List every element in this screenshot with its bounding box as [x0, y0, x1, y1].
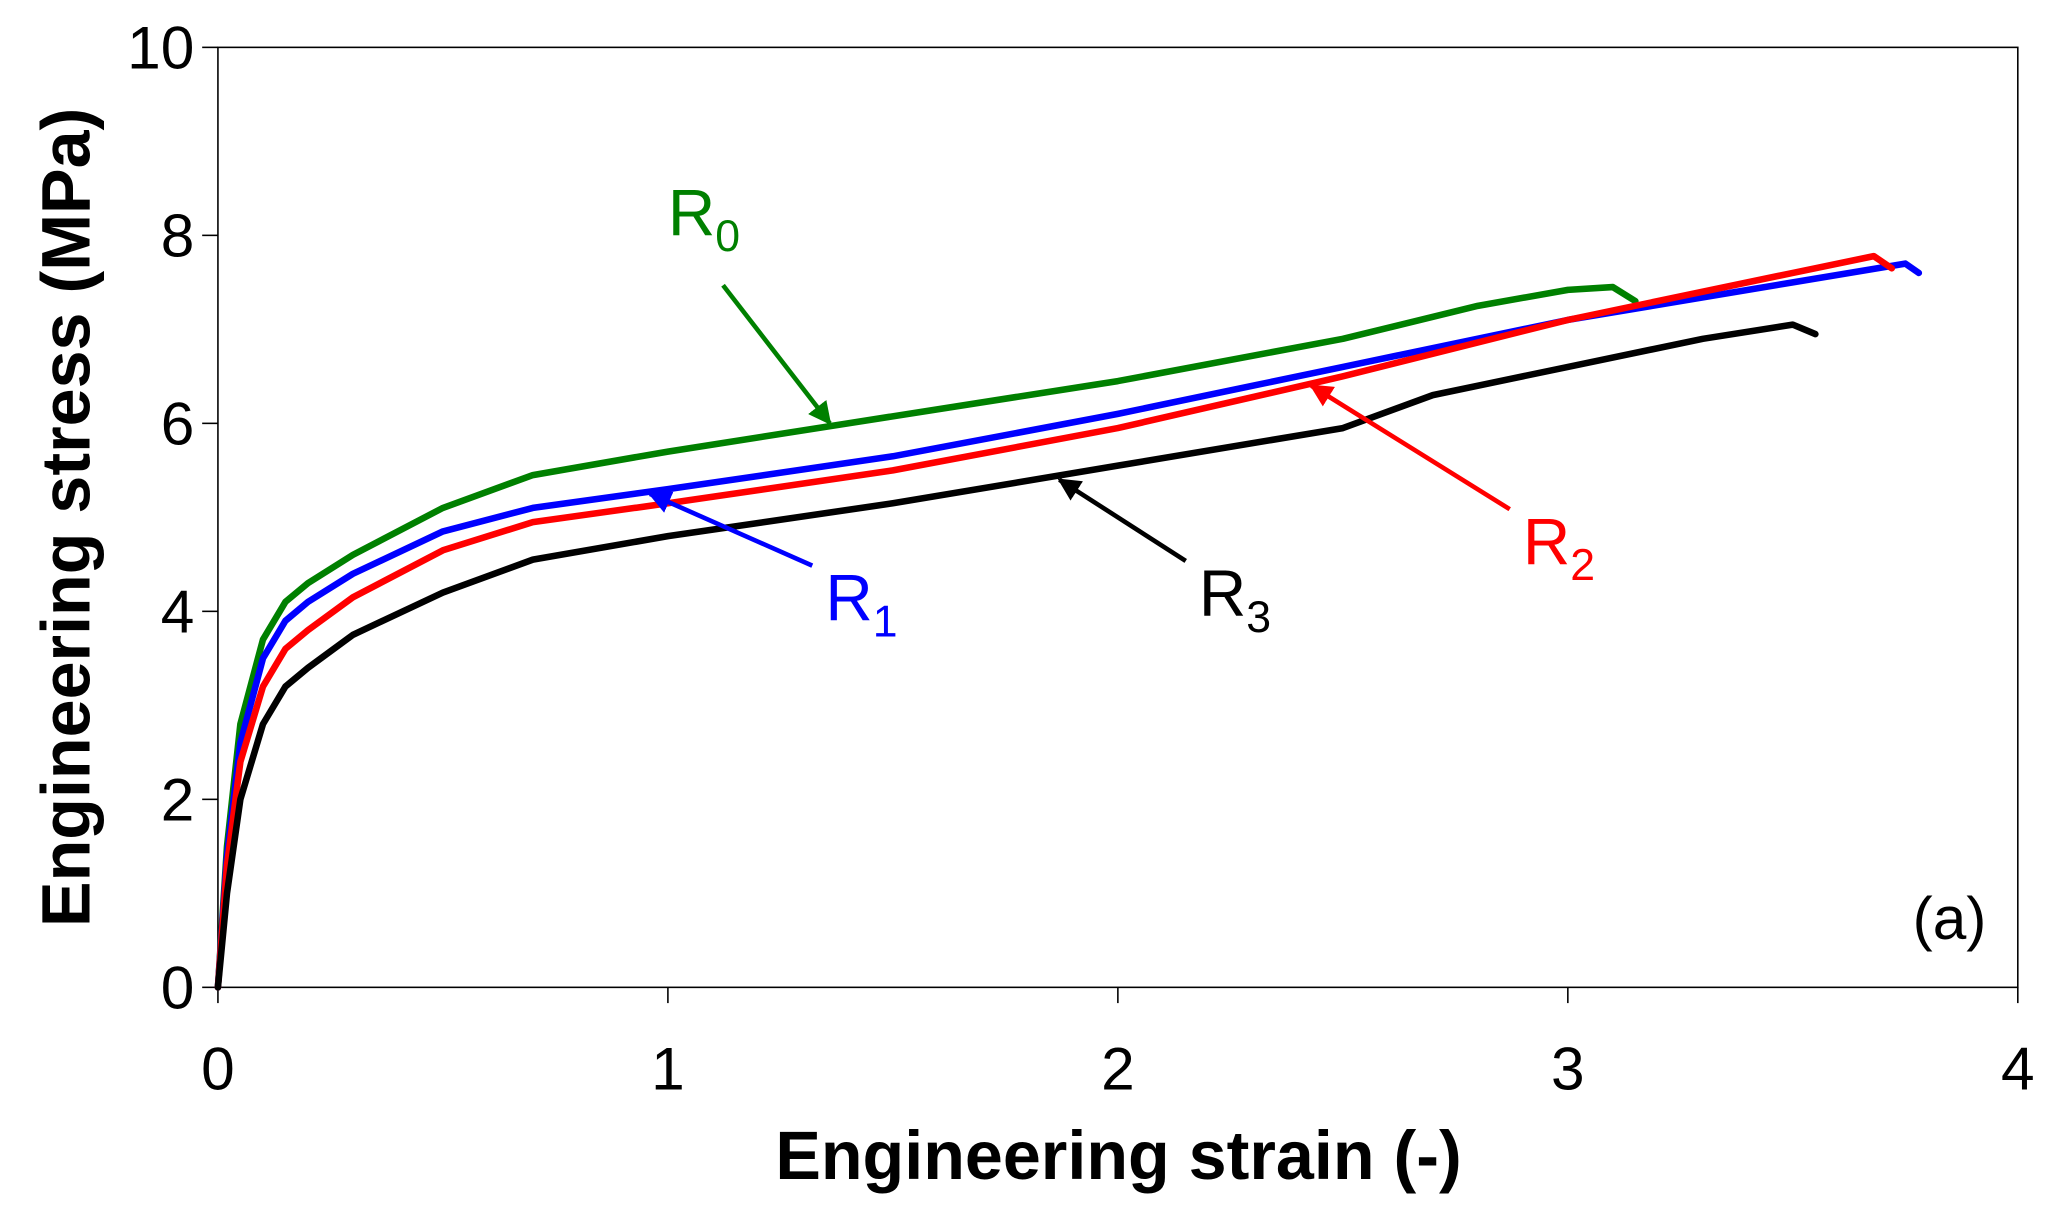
label-base: R — [1523, 505, 1570, 578]
annotation-arrow-R0 — [721, 283, 832, 426]
series-line-R1 — [214, 260, 1923, 991]
series-label-R2: R2 — [1523, 505, 1595, 590]
x-tick-label: 0 — [201, 1035, 235, 1103]
panel-label: (a) — [1913, 884, 1987, 952]
y-tick-label: 10 — [127, 13, 194, 81]
label-base: R — [825, 562, 872, 635]
y-tick-label: 8 — [161, 201, 195, 269]
x-tick-label: 2 — [1101, 1035, 1135, 1103]
series-line-R3 — [214, 321, 1819, 991]
annotation-arrow-R3 — [1057, 477, 1187, 563]
label-subscript: 2 — [1570, 541, 1595, 590]
label-base: R — [668, 176, 715, 249]
series-label-R1: R1 — [825, 562, 897, 647]
y-axis-label: Engineering stress (MPa) — [28, 108, 104, 927]
series-line-R0 — [214, 283, 1639, 991]
label-subscript: 0 — [715, 212, 740, 261]
y-tick-label: 2 — [161, 765, 195, 833]
y-tick-label: 6 — [161, 389, 195, 457]
series-label-R0: R0 — [668, 176, 740, 261]
y-tick-label: 0 — [161, 953, 195, 1021]
annotation-arrow-R2 — [1309, 383, 1511, 512]
x-axis-label: Engineering strain (-) — [775, 1118, 1461, 1194]
y-tick-label: 4 — [161, 577, 195, 645]
label-subscript: 3 — [1246, 593, 1271, 642]
label-subscript: 1 — [873, 598, 898, 647]
label-base: R — [1199, 557, 1246, 630]
series-label-R3: R3 — [1199, 557, 1271, 642]
x-tick-label: 3 — [1551, 1035, 1585, 1103]
x-tick-label: 1 — [651, 1035, 685, 1103]
series-line-R2 — [214, 252, 1896, 991]
annotation-arrow-R1 — [647, 491, 814, 568]
x-tick-label: 4 — [2001, 1035, 2035, 1103]
